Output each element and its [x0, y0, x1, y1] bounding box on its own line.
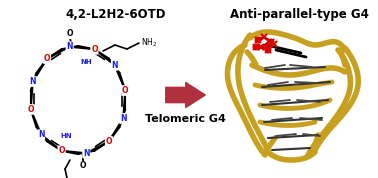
Text: 4,2-L2H2-6OTD: 4,2-L2H2-6OTD: [65, 8, 166, 21]
Text: O: O: [58, 146, 65, 155]
Text: N: N: [83, 149, 90, 158]
Text: N: N: [112, 61, 118, 70]
Text: N: N: [120, 114, 126, 123]
Text: O: O: [58, 146, 65, 155]
Text: O: O: [44, 54, 50, 63]
Text: O: O: [105, 137, 112, 146]
Circle shape: [265, 47, 271, 53]
Text: O: O: [122, 86, 129, 95]
Text: O: O: [28, 105, 34, 114]
Text: N: N: [67, 42, 73, 51]
Text: N: N: [38, 130, 45, 139]
Text: N: N: [38, 130, 45, 139]
Circle shape: [253, 44, 259, 50]
Text: O: O: [28, 105, 34, 114]
Text: O: O: [105, 137, 112, 146]
Text: O: O: [91, 45, 98, 54]
Text: N: N: [83, 149, 90, 158]
Text: O: O: [67, 30, 73, 38]
Text: Telomeric G4: Telomeric G4: [144, 114, 225, 124]
Text: Anti-parallel-type G4: Anti-parallel-type G4: [229, 8, 369, 21]
Text: O: O: [80, 161, 86, 171]
Circle shape: [255, 37, 261, 43]
Text: NH$_2$: NH$_2$: [141, 37, 157, 49]
Text: O: O: [44, 54, 50, 63]
Text: O: O: [91, 45, 98, 54]
Circle shape: [268, 39, 274, 45]
Text: NH: NH: [80, 59, 92, 65]
Text: N: N: [67, 42, 73, 51]
Text: O: O: [122, 86, 129, 95]
Text: N: N: [112, 61, 118, 70]
Text: N: N: [120, 114, 126, 123]
Text: HN: HN: [60, 133, 72, 139]
FancyArrowPatch shape: [166, 82, 205, 108]
Text: N: N: [29, 77, 36, 86]
Text: N: N: [29, 77, 36, 86]
